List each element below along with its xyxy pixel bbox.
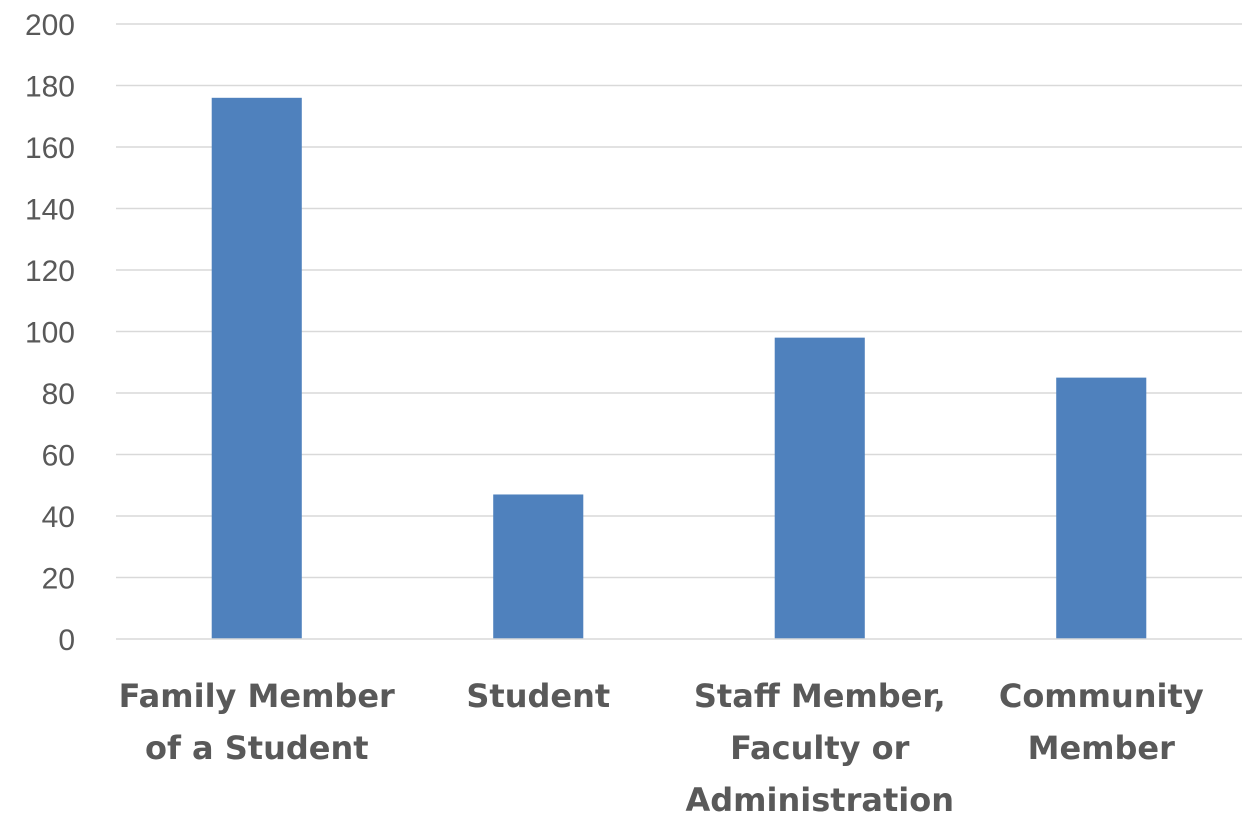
bar — [774, 337, 865, 639]
y-tick-label: 140 — [25, 194, 75, 227]
x-category-label: Student — [466, 677, 610, 715]
bar — [211, 97, 302, 640]
y-tick-label: 20 — [42, 563, 75, 596]
gridlines — [116, 23, 1242, 579]
y-tick-label: 100 — [25, 317, 75, 350]
y-tick-label: 200 — [25, 9, 75, 42]
x-category-label: Community Member — [999, 677, 1204, 767]
y-tick-label: 60 — [42, 440, 75, 473]
x-axis-category-labels: Family Member of a Student Student Staff Me… — [119, 677, 1204, 814]
y-tick-label: 160 — [25, 132, 75, 165]
x-category-label: Family Member of a Student — [119, 677, 395, 767]
y-tick-label: 180 — [25, 71, 75, 104]
bar — [493, 494, 584, 639]
bars — [211, 97, 1147, 640]
bar — [1056, 377, 1147, 639]
y-axis-tick-labels: 0 20 40 60 80 100 120 140 160 180 200 — [25, 9, 75, 657]
y-tick-label: 80 — [42, 378, 75, 411]
y-tick-label: 120 — [25, 255, 75, 288]
x-category-label: Staff Member, Faculty or Administration — [686, 677, 954, 814]
y-tick-label: 0 — [58, 624, 75, 657]
y-tick-label: 40 — [42, 501, 75, 534]
